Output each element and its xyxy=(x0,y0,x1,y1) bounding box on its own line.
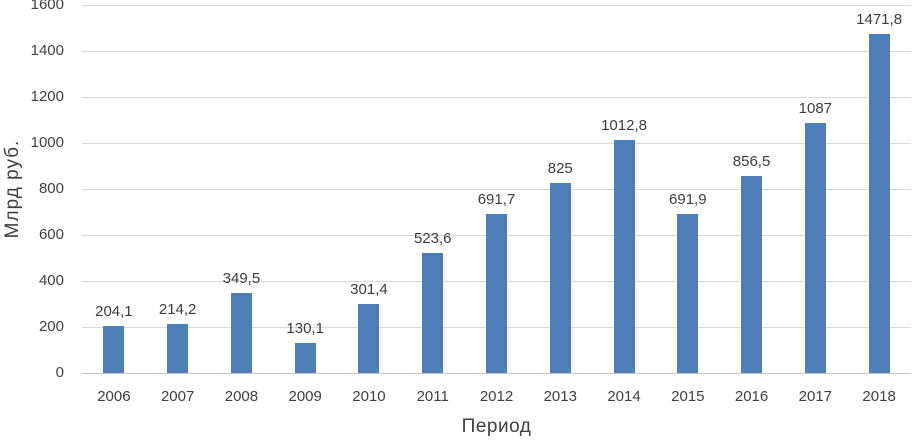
bar-2006 xyxy=(103,326,125,373)
bar-2017 xyxy=(804,122,826,373)
x-tick-label-2013: 2013 xyxy=(543,388,577,405)
y-tick-label: 0 xyxy=(55,364,64,381)
x-tick-label-2012: 2012 xyxy=(479,388,514,405)
bar-value-label: 1012,8 xyxy=(601,117,647,135)
bar-2013 xyxy=(549,183,571,373)
bar-value-label: 214,2 xyxy=(158,300,197,318)
bar-value-label: 204,1 xyxy=(95,303,133,321)
y-tick-label: 200 xyxy=(38,318,64,335)
bar-2014 xyxy=(613,140,635,373)
bar-value-label: 856,5 xyxy=(732,153,771,170)
bar-value-label: 691,7 xyxy=(477,190,516,208)
x-tick-label-2011: 2011 xyxy=(416,388,449,405)
x-tick-label-2008: 2008 xyxy=(224,388,259,405)
bar-value-label: 523,6 xyxy=(413,229,452,247)
bar-value-label: 825 xyxy=(547,160,573,178)
x-tick-label-2018: 2018 xyxy=(862,388,896,405)
y-tick-label: 1600 xyxy=(30,0,64,13)
y-tick-label: 1200 xyxy=(30,88,64,105)
y-tick-label: 1000 xyxy=(30,134,64,151)
y-tick-label: 600 xyxy=(38,226,64,243)
bar-value-label: 349,5 xyxy=(222,269,261,287)
bar-value-label: 691,9 xyxy=(669,190,707,208)
bar-value-label: 130,1 xyxy=(286,320,324,338)
x-tick-label-2007: 2007 xyxy=(160,388,195,405)
x-tick-label-2017: 2017 xyxy=(798,388,833,405)
y-tick-label: 1400 xyxy=(30,42,64,59)
bar-value-label: 301,4 xyxy=(350,280,388,298)
x-tick-label-2015: 2015 xyxy=(671,388,705,405)
gridline xyxy=(82,143,911,144)
gridline xyxy=(82,189,911,190)
x-tick-label-2014: 2014 xyxy=(607,388,641,405)
y-tick-label: 800 xyxy=(38,180,64,197)
x-tick-label-2016: 2016 xyxy=(734,388,769,405)
bar-2008 xyxy=(230,292,252,373)
x-tick-label-2010: 2010 xyxy=(352,388,386,405)
bar-2012 xyxy=(486,213,507,373)
bar-value-label: 1471,8 xyxy=(856,11,903,29)
bar-2010 xyxy=(358,303,380,373)
bar-value-label: 1087 xyxy=(798,99,833,117)
gridline xyxy=(82,97,911,98)
bar-2018 xyxy=(868,34,890,373)
gridline xyxy=(82,51,911,52)
bar-2016 xyxy=(741,176,763,373)
x-tick-label-2006: 2006 xyxy=(97,388,131,405)
bar-2007 xyxy=(167,323,189,373)
x-tick-label-2009: 2009 xyxy=(288,388,322,405)
bar-2011 xyxy=(422,252,444,373)
bar-2009 xyxy=(294,343,316,373)
x-axis-title: Период xyxy=(461,416,532,437)
y-tick-label: 400 xyxy=(38,272,64,289)
gridline xyxy=(82,5,911,6)
bar-2015 xyxy=(677,213,699,373)
plot-area: 204,1 214,2 349,5 130,1 301,4 523,6 691,7 825 10… xyxy=(82,5,911,374)
x-axis-line xyxy=(82,373,911,374)
